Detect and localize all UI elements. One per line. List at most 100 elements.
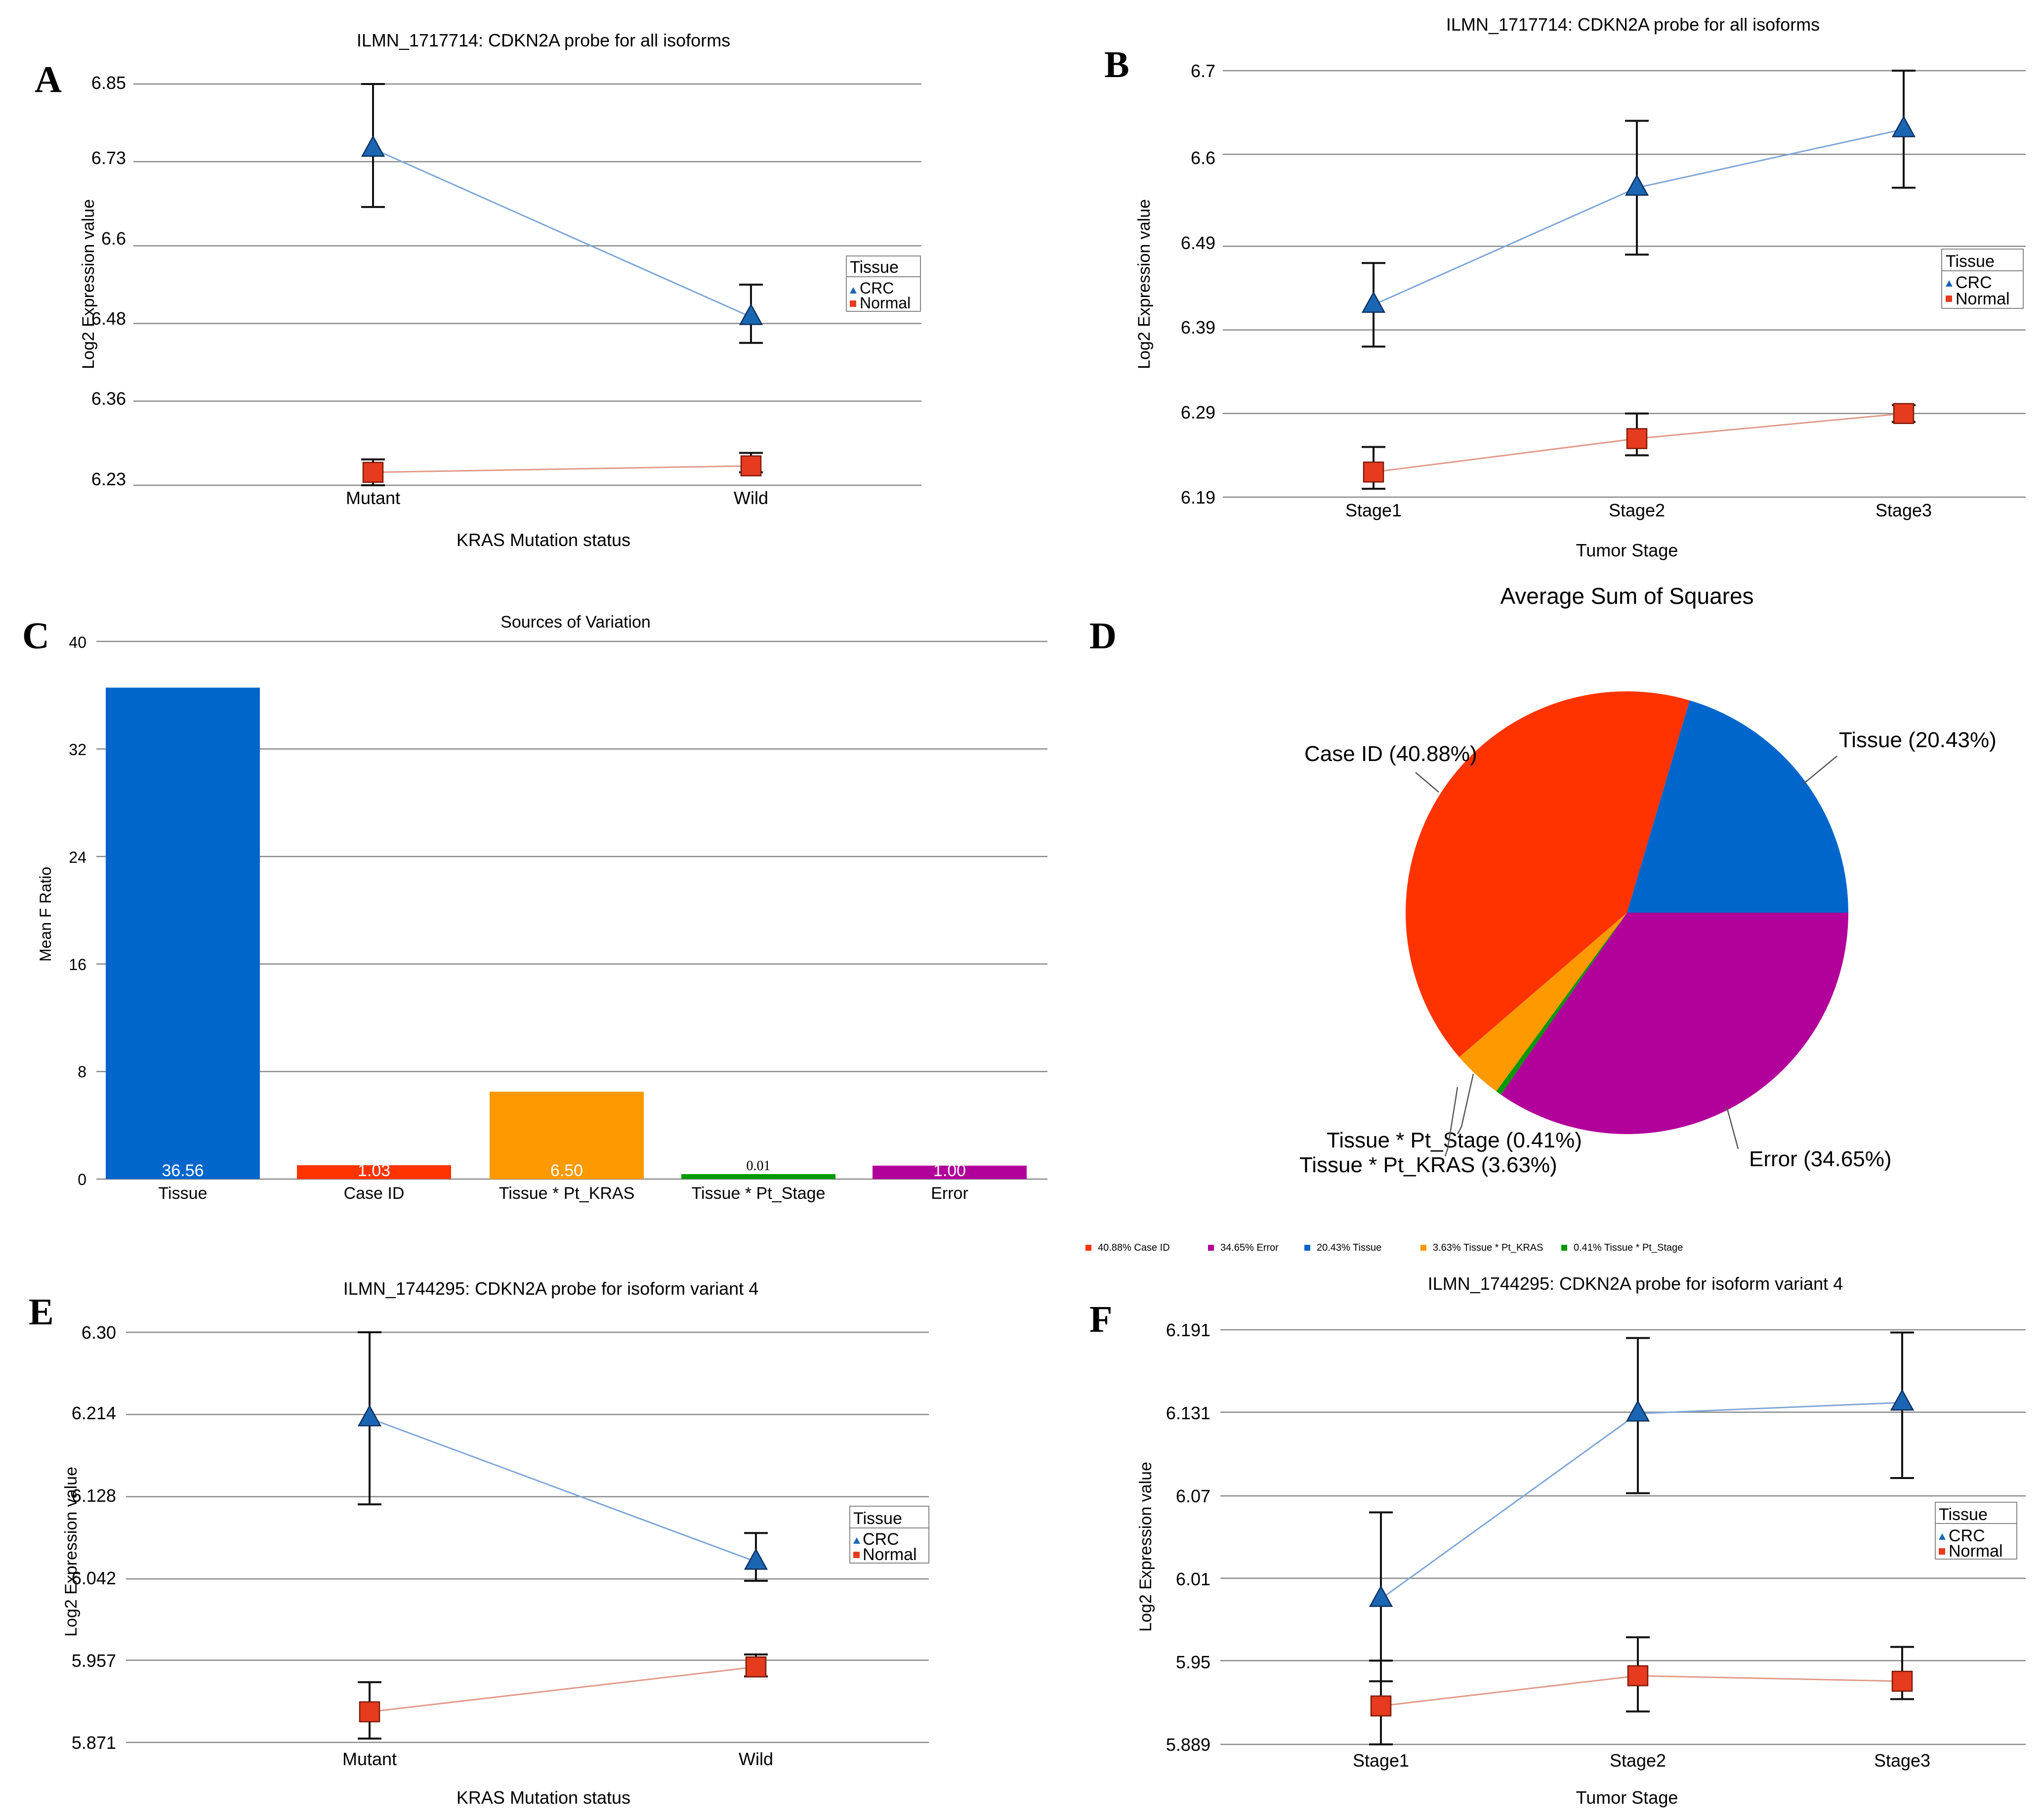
data-point-triangle (1890, 1389, 1915, 1411)
bar-1 (297, 1165, 451, 1179)
x-tick-label: Tissue * Pt_Stage (692, 1184, 826, 1203)
legend-entry: 20.43% Tissue (1317, 1242, 1381, 1253)
series-normal (1362, 403, 1916, 490)
panel-c-title: Sources of Variation (500, 613, 651, 632)
data-point-square (745, 1656, 767, 1678)
y-tick-label: 6.49 (1181, 233, 1215, 253)
series-crc (1369, 1331, 1915, 1683)
y-tick-label: 0 (78, 1171, 86, 1188)
pie-slice-tissue-pt-kras (1459, 913, 1627, 1092)
data-point-triangle (744, 1548, 768, 1570)
pie-label-error: Error (34.65%) (1749, 1147, 1892, 1171)
y-tick-label: 6.6 (1191, 148, 1215, 168)
data-point-square (1626, 428, 1648, 449)
series-line (369, 1417, 756, 1563)
pie-label-leaders (1415, 756, 1837, 1157)
x-tick-label: Stage2 (1610, 1750, 1666, 1771)
y-tick-label: 24 (69, 848, 86, 866)
pie (1405, 691, 1848, 1134)
series-line (369, 1666, 756, 1713)
y-tick-label: 6.128 (72, 1485, 116, 1506)
legend-square-icon (1946, 296, 1952, 302)
legend-swatch (1561, 1245, 1567, 1251)
panel-a-x-axis-label: KRAS Mutation status (457, 530, 630, 550)
panel-f-x-axis-label: Tumor Stage (1576, 1787, 1678, 1808)
series-crc (357, 1331, 768, 1582)
y-tick-label: 6.23 (91, 469, 126, 489)
data-point-square (1370, 1695, 1392, 1717)
x-tick-label: Wild (739, 1749, 773, 1769)
series-line (1380, 1401, 1903, 1600)
leader-line-error (1726, 1106, 1739, 1149)
series-crc (361, 83, 763, 344)
legend-box (849, 1506, 929, 1564)
leader-line-case-id (1415, 772, 1439, 793)
panel-f: F ILMN_1744295: CDKN2A probe for isoform… (1089, 1273, 2026, 1808)
panel-f-legend: Tissue CRC Normal (1935, 1502, 2017, 1561)
legend-title: Tissue (850, 258, 899, 277)
legend-entry: 40.88% Case ID (1098, 1242, 1170, 1253)
panel-letter-a: A (35, 59, 62, 100)
data-point-square (1363, 461, 1384, 483)
bar-value-label: 0.01 (747, 1158, 771, 1174)
y-tick-label: 32 (69, 741, 86, 759)
panel-e-y-axis-label: Log2 Expression value (62, 1467, 81, 1637)
legend-label-normal: Normal (1949, 1542, 2003, 1561)
gridlines (133, 83, 921, 486)
panel-d-title: Average Sum of Squares (1500, 583, 1753, 609)
series-line (373, 148, 751, 318)
pie-bottom-legend: 40.88% Case ID 34.65% Error 20.43% Tissue 3… (1085, 1242, 1683, 1253)
y-tick-label: 6.6 (101, 228, 126, 249)
panel-e: E ILMN_1744295: CDKN2A probe for isoform… (29, 1278, 929, 1808)
y-tick-label: 6.19 (1181, 487, 1215, 508)
y-tick-label: 6.01 (1176, 1569, 1210, 1589)
y-tick-label: 6.36 (91, 388, 126, 409)
y-tick-label: 6.7 (1191, 61, 1215, 81)
panel-e-legend: Tissue CRC Normal (849, 1506, 929, 1564)
x-tick-label: Stage1 (1353, 1750, 1409, 1771)
bar-value-label: 1.03 (358, 1161, 390, 1180)
legend-entry: 0.41% Tissue * Pt_Stage (1574, 1242, 1683, 1253)
legend-label-normal: Normal (1956, 290, 2010, 308)
pie-slice-tissue (1627, 700, 1848, 913)
bar-value-label: 36.56 (162, 1161, 204, 1180)
leader-line-tissue (1802, 756, 1837, 785)
data-point-triangle (1361, 291, 1386, 313)
data-point-triangle (1369, 1585, 1393, 1607)
panel-c-y-axis-label: Mean F Ratio (37, 867, 54, 962)
x-tick-label: Mutant (346, 488, 400, 508)
data-point-square (362, 462, 384, 483)
data-point-triangle (1625, 174, 1649, 196)
y-tick-label: 5.889 (1166, 1735, 1210, 1755)
panel-a-title: ILMN_1717714: CDKN2A probe for all isofo… (357, 30, 730, 50)
y-tick-label: 16 (69, 956, 86, 973)
legend-swatch (1208, 1245, 1214, 1251)
legend-entry: 34.65% Error (1220, 1242, 1279, 1253)
legend-triangle-icon (1946, 280, 1953, 287)
legend-triangle-icon (1939, 1533, 1946, 1540)
x-tick-label: Stage3 (1875, 500, 1932, 520)
data-point-triangle (1891, 115, 1916, 137)
panel-a-legend: Tissue CRC Normal (846, 255, 921, 312)
panel-c-y-ticks: 0 8 16 24 32 40 (69, 634, 86, 1188)
pie-label-tissue-pt-stage: Tissue * Pt_Stage (0.41%) (1327, 1128, 1582, 1152)
panel-d: D Average Sum of Squares Tissue (20.43%)… (1089, 583, 1997, 1177)
data-point-triangle (739, 303, 763, 325)
panel-letter-c: C (22, 615, 49, 657)
series-line (373, 465, 751, 473)
bar-4 (873, 1165, 1027, 1179)
x-tick-label: Tissue * Pt_KRAS (499, 1184, 635, 1203)
y-tick-label: 6.48 (91, 308, 126, 329)
legend-square-icon (1939, 1548, 1945, 1555)
leader-line-tissue-pt-kras (1444, 1087, 1459, 1157)
legend-title: Tissue (853, 1509, 902, 1528)
pie-label-tissue: Tissue (20.43%) (1839, 728, 1997, 752)
panel-letter-d: D (1089, 615, 1117, 657)
gridlines (1223, 70, 2026, 498)
panel-a: A ILMN_1717714: CDKN2A probe for all iso… (35, 30, 921, 550)
legend-swatch (1304, 1245, 1310, 1251)
panel-letter-e: E (29, 1291, 54, 1333)
x-tick-label: Stage1 (1345, 500, 1402, 520)
pie-labels: Tissue (20.43%) Error (34.65%) Tissue * … (1299, 728, 1997, 1177)
panel-b: B ILMN_1717714: CDKN2A probe for all iso… (1104, 14, 2026, 560)
